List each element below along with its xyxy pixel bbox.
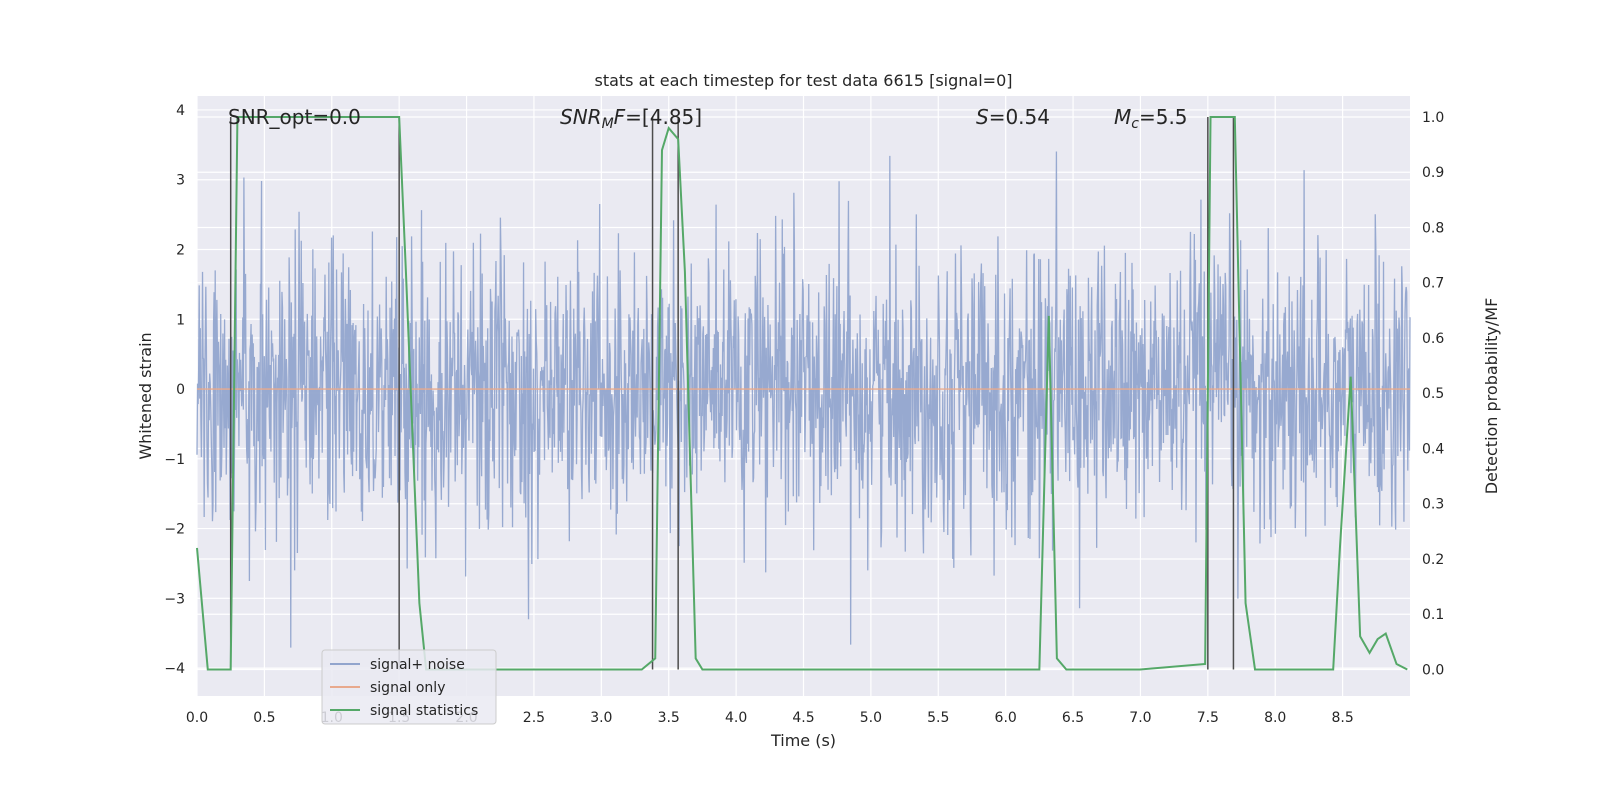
chart-title: stats at each timestep for test data 661…	[594, 71, 1012, 90]
x-tick-label: 5.0	[860, 710, 882, 726]
statistics-line	[196, 115, 1408, 671]
snr-mf-f: F	[614, 105, 626, 129]
y-right-tick-label: 1.0	[1422, 110, 1444, 126]
y-right-tick-labels: 0.0 0.1 0.2 0.3 0.4 0.5 0.6 0.7 0.8 0.9 1.0	[1422, 110, 1444, 678]
annotation-snr-opt: SNR_opt=0.0	[228, 105, 361, 129]
snr-mf-value: =[4.85]	[625, 105, 702, 129]
y-left-tick-label: 1	[176, 312, 185, 328]
x-tick-label: 7.5	[1197, 710, 1219, 726]
y-left-tick-labels: −4 −3 −2 −1 0 1 2 3 4	[164, 103, 185, 677]
y-right-tick-label: 0.3	[1422, 497, 1444, 513]
legend-label: signal+ noise	[370, 657, 465, 673]
y-left-tick-label: −4	[164, 661, 185, 677]
legend-label: signal statistics	[370, 703, 478, 719]
x-tick-label: 2.5	[523, 710, 545, 726]
y-right-tick-label: 0.0	[1422, 662, 1444, 678]
x-tick-label: 8.5	[1331, 710, 1353, 726]
x-tick-label: 8.0	[1264, 710, 1286, 726]
snr-mf-symbol: SNR	[560, 105, 602, 129]
mc-subscript: c	[1131, 116, 1139, 132]
y-left-axis-label: Whitened strain	[136, 332, 155, 459]
y-right-tick-label: 0.7	[1422, 276, 1444, 292]
y-left-tick-label: −1	[164, 452, 185, 468]
y-right-tick-label: 0.6	[1422, 331, 1444, 347]
series-signal-statistics	[196, 115, 1408, 671]
x-tick-label: 3.0	[590, 710, 612, 726]
y-right-tick-label: 0.1	[1422, 607, 1444, 623]
x-tick-label: 6.5	[1062, 710, 1084, 726]
y-left-tick-label: 2	[176, 242, 185, 258]
y-right-tick-label: 0.5	[1422, 386, 1444, 402]
legend: signal+ noise signal only signal statistic…	[321, 649, 497, 725]
y-left-tick-label: −2	[164, 522, 185, 538]
x-tick-label: 5.5	[927, 710, 949, 726]
legend-label: signal only	[370, 680, 445, 696]
y-left-tick-label: 3	[176, 173, 185, 189]
annotation-mc-value: Mc=5.5	[1114, 105, 1188, 132]
x-axis-label: Time (s)	[770, 731, 836, 750]
y-left-tick-label: 0	[176, 382, 185, 398]
x-tick-label: 4.0	[725, 710, 747, 726]
annotation-s-value: S=0.54	[976, 105, 1050, 129]
y-right-tick-label: 0.8	[1422, 220, 1444, 236]
s-value: =0.54	[989, 105, 1050, 129]
y-right-tick-label: 0.4	[1422, 441, 1444, 457]
s-symbol: S	[976, 105, 989, 129]
mc-symbol: M	[1114, 105, 1131, 129]
y-right-tick-label: 0.2	[1422, 552, 1444, 568]
annotation-snr-mf: SNRMF=[4.85]	[560, 105, 702, 132]
y-left-tick-label: −3	[164, 591, 185, 607]
x-tick-label: 4.5	[792, 710, 814, 726]
x-tick-label: 7.0	[1129, 710, 1151, 726]
snr-mf-subscript: M	[602, 116, 614, 132]
mc-value: =5.5	[1139, 105, 1188, 129]
x-tick-label: 0.0	[186, 710, 208, 726]
y-right-axis-label: Detection probability/MF	[1482, 298, 1501, 495]
annotations: SNR_opt=0.0 SNRMF=[4.85] S=0.54 Mc=5.5	[228, 105, 1188, 132]
x-tick-label: 0.5	[253, 710, 275, 726]
x-tick-label: 6.0	[995, 710, 1017, 726]
x-tick-label: 3.5	[658, 710, 680, 726]
y-right-tick-label: 0.9	[1422, 165, 1444, 181]
legend-box	[321, 649, 497, 725]
y-left-tick-label: 4	[176, 103, 185, 119]
